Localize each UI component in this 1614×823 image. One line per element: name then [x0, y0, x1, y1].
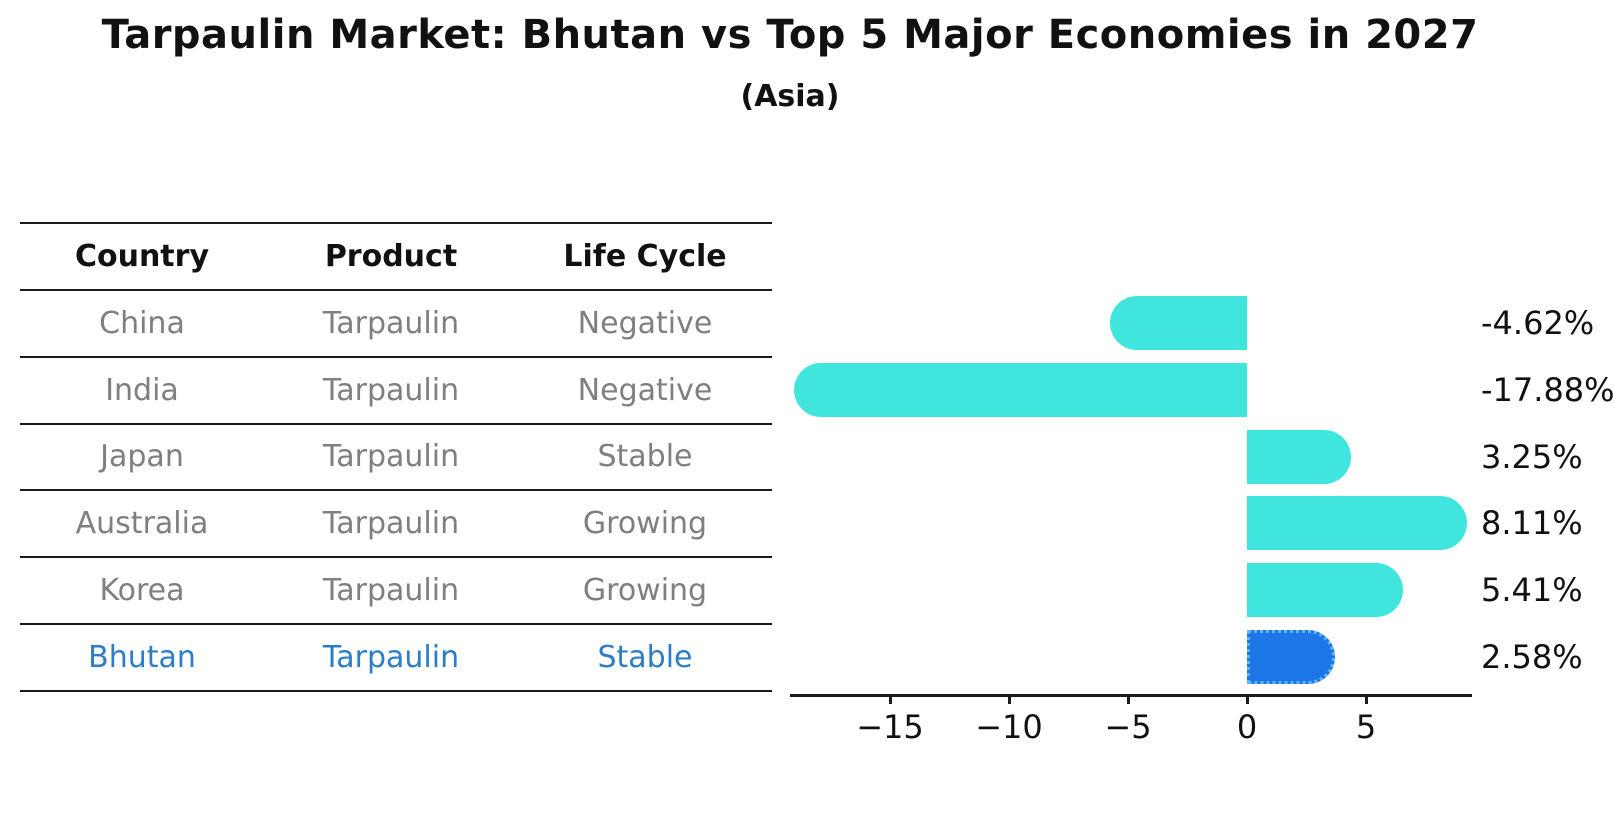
- table-row: Australia Tarpaulin Growing: [20, 491, 772, 559]
- header-cell-life-cycle: Life Cycle: [563, 239, 727, 274]
- header-cell-product: Product: [324, 239, 458, 274]
- cell-country: India: [105, 372, 179, 408]
- bar-japan: [1247, 429, 1352, 484]
- x-axis-tick-label: 0: [1236, 708, 1258, 746]
- value-label-korea: 5.41%: [1481, 571, 1583, 610]
- cell-country: Bhutan: [88, 639, 196, 675]
- table-row: Bhutan Tarpaulin Stable: [20, 625, 772, 692]
- bar-india: [794, 362, 1247, 417]
- x-axis-tick-label: 5: [1355, 708, 1377, 746]
- table-row: China Tarpaulin Negative: [20, 291, 772, 358]
- table-row: Korea Tarpaulin Growing: [20, 558, 772, 625]
- bar-bhutan: [1247, 630, 1336, 684]
- cell-life-cycle: Stable: [597, 439, 693, 475]
- x-axis-tick: [888, 695, 892, 704]
- cell-product: Tarpaulin: [322, 506, 460, 542]
- cell-product: Tarpaulin: [322, 573, 460, 609]
- x-axis-tick-label: −5: [1104, 708, 1152, 746]
- header-cell-country: Country: [74, 239, 210, 274]
- table-header-row: Country Product Life Cycle: [20, 224, 772, 291]
- chart-subtitle: (Asia): [740, 79, 840, 114]
- value-label-bhutan: 2.58%: [1481, 638, 1583, 676]
- x-axis-tick: [1126, 695, 1130, 704]
- cell-product: Tarpaulin: [322, 305, 460, 341]
- chart-title: Tarpaulin Market: Bhutan vs Top 5 Major …: [101, 12, 1479, 58]
- cell-life-cycle: Growing: [582, 506, 708, 542]
- cell-life-cycle: Negative: [577, 305, 713, 341]
- x-axis-tick: [1007, 695, 1011, 704]
- cell-product: Tarpaulin: [322, 372, 460, 408]
- value-label-australia: 8.11%: [1481, 504, 1583, 543]
- x-axis-tick-label: −15: [856, 708, 924, 746]
- bar-korea: [1247, 563, 1403, 618]
- cell-country: Australia: [75, 506, 209, 542]
- cell-life-cycle: Stable: [597, 639, 693, 675]
- cell-life-cycle: Growing: [582, 573, 708, 609]
- x-axis-tick: [1245, 695, 1249, 704]
- table-row: Japan Tarpaulin Stable: [20, 425, 772, 492]
- value-label-india: -17.88%: [1481, 370, 1614, 409]
- cell-country: China: [99, 305, 185, 341]
- value-label-china: -4.62%: [1481, 304, 1595, 342]
- value-label-japan: 3.25%: [1481, 437, 1583, 476]
- x-axis-tick: [1364, 695, 1368, 704]
- comparison-table: Country Product Life Cycle China Tarpaul…: [20, 222, 772, 692]
- cell-product: Tarpaulin: [322, 439, 460, 475]
- bar-china: [1110, 296, 1247, 350]
- cell-country: Japan: [100, 439, 184, 475]
- bar-australia: [1247, 496, 1468, 551]
- x-axis-line: [790, 693, 1472, 697]
- table-row: India Tarpaulin Negative: [20, 358, 772, 425]
- cell-life-cycle: Negative: [577, 372, 713, 408]
- x-axis-tick-label: −10: [975, 708, 1043, 746]
- cell-country: Korea: [99, 573, 185, 609]
- cell-product: Tarpaulin: [322, 639, 460, 675]
